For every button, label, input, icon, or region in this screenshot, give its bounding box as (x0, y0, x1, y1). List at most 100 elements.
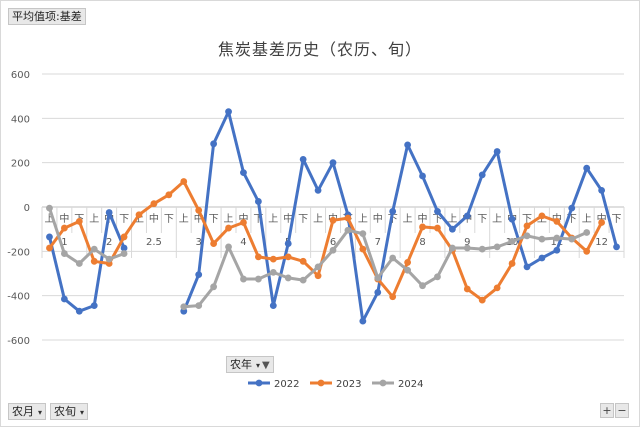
data-point-2024 (404, 266, 412, 274)
data-point-2023 (165, 191, 173, 199)
data-point-2022 (448, 225, 456, 233)
data-point-2022 (508, 215, 516, 223)
data-point-2023 (120, 233, 128, 241)
data-point-2023 (434, 224, 441, 232)
data-point-2024 (463, 244, 471, 252)
legend-label-2022: 2022 (274, 379, 299, 390)
data-point-2023 (299, 257, 307, 265)
data-point-2023 (210, 240, 218, 247)
x-tick-label-period: 中 (149, 212, 159, 225)
data-point-2022 (478, 171, 486, 179)
x-tick-label-period: 中 (194, 212, 204, 225)
data-point-2022 (568, 204, 576, 212)
data-point-2023 (135, 211, 143, 219)
data-point-2024 (195, 302, 203, 310)
data-point-2023 (329, 216, 337, 224)
data-point-2022 (434, 208, 441, 215)
y-tick-label: 200 (11, 159, 30, 170)
data-point-2024 (478, 245, 486, 253)
x-tick-label-period: 中 (59, 212, 69, 225)
dropdown-arrow-icon: ▾ (38, 408, 43, 417)
data-point-2024 (240, 275, 247, 283)
period-filter-button[interactable]: 农旬 ▾ (50, 403, 89, 420)
legend-label-2023: 2023 (336, 379, 361, 390)
data-point-2023 (90, 257, 98, 265)
data-point-2023 (389, 293, 397, 301)
data-point-2024 (508, 237, 516, 245)
data-point-2022 (284, 240, 292, 247)
data-point-2024 (180, 303, 188, 311)
x-tick-label-month: 8 (419, 237, 425, 248)
data-point-2022 (374, 288, 382, 296)
data-point-2024 (553, 234, 561, 242)
data-point-2023 (523, 222, 531, 230)
data-point-2024 (314, 263, 322, 271)
filter-icon: ▼ (262, 360, 270, 371)
data-point-2023 (225, 224, 232, 232)
expand-button[interactable]: + (600, 403, 614, 418)
x-tick-label-period: 下 (119, 214, 129, 225)
data-point-2023 (478, 296, 486, 304)
data-point-2023 (463, 285, 471, 293)
data-point-2024 (419, 282, 426, 290)
data-point-2023 (314, 272, 322, 280)
data-point-2023 (508, 260, 516, 267)
y-tick-label: -400 (7, 292, 30, 303)
x-tick-label-period: 中 (418, 212, 428, 225)
x-tick-label-period: 中 (373, 212, 383, 225)
data-point-2024 (568, 235, 576, 243)
legend-marker-2022 (255, 379, 263, 387)
x-tick-label-month: 9 (464, 237, 470, 248)
data-point-2023 (240, 219, 247, 226)
data-point-2023 (269, 255, 277, 263)
x-tick-label-period: 下 (567, 214, 577, 225)
data-point-2022 (493, 148, 501, 155)
data-point-2022 (269, 302, 277, 310)
data-point-2023 (538, 212, 546, 220)
period-filter-label: 农旬 (54, 405, 76, 418)
data-point-2022 (538, 254, 546, 262)
x-tick-label-period: 上 (89, 213, 99, 225)
data-point-2022 (299, 155, 307, 163)
month-filter-button[interactable]: 农月 ▾ (8, 403, 47, 420)
data-point-2024 (538, 235, 546, 243)
data-point-2022 (598, 186, 606, 194)
x-tick-label-period: 下 (164, 214, 174, 225)
y-tick-label: 0 (24, 203, 30, 214)
year-filter-button[interactable]: 农年 ▾ ▼ (226, 356, 274, 373)
y-tick-label: 400 (11, 114, 30, 125)
x-tick-label-month: 6 (330, 237, 336, 248)
data-point-2024 (75, 260, 83, 267)
x-tick-label-period: 上 (447, 213, 457, 225)
data-point-2022 (225, 108, 232, 116)
legend-marker-2024 (379, 379, 387, 387)
data-point-2024 (46, 204, 53, 212)
data-point-2022 (314, 186, 322, 194)
data-point-2024 (225, 243, 232, 251)
data-point-2024 (60, 250, 68, 257)
data-point-2023 (404, 259, 412, 266)
data-point-2023 (180, 178, 188, 185)
data-point-2024 (583, 229, 591, 236)
data-point-2024 (105, 255, 113, 263)
x-tick-label-period: 上 (44, 213, 54, 225)
data-point-2023 (75, 218, 83, 225)
x-tick-label-month: 7 (375, 237, 381, 248)
x-tick-label-period: 下 (209, 214, 219, 225)
data-point-2022 (329, 159, 337, 167)
data-point-2024 (523, 232, 531, 240)
data-point-2024 (299, 276, 307, 284)
collapse-button[interactable]: − (615, 403, 629, 418)
x-tick-label-month: 1 (61, 237, 67, 248)
data-point-2024 (448, 244, 456, 252)
x-tick-label-period: 上 (179, 213, 189, 225)
data-point-2022 (46, 233, 53, 241)
x-tick-label-period: 中 (283, 212, 293, 225)
data-point-2022 (419, 172, 426, 180)
legend-label-2024: 2024 (398, 379, 423, 390)
x-tick-label-period: 上 (268, 213, 278, 225)
data-point-2023 (583, 247, 591, 255)
data-point-2022 (195, 271, 203, 279)
value-field-button[interactable]: 平均值项:基差 (8, 8, 86, 25)
